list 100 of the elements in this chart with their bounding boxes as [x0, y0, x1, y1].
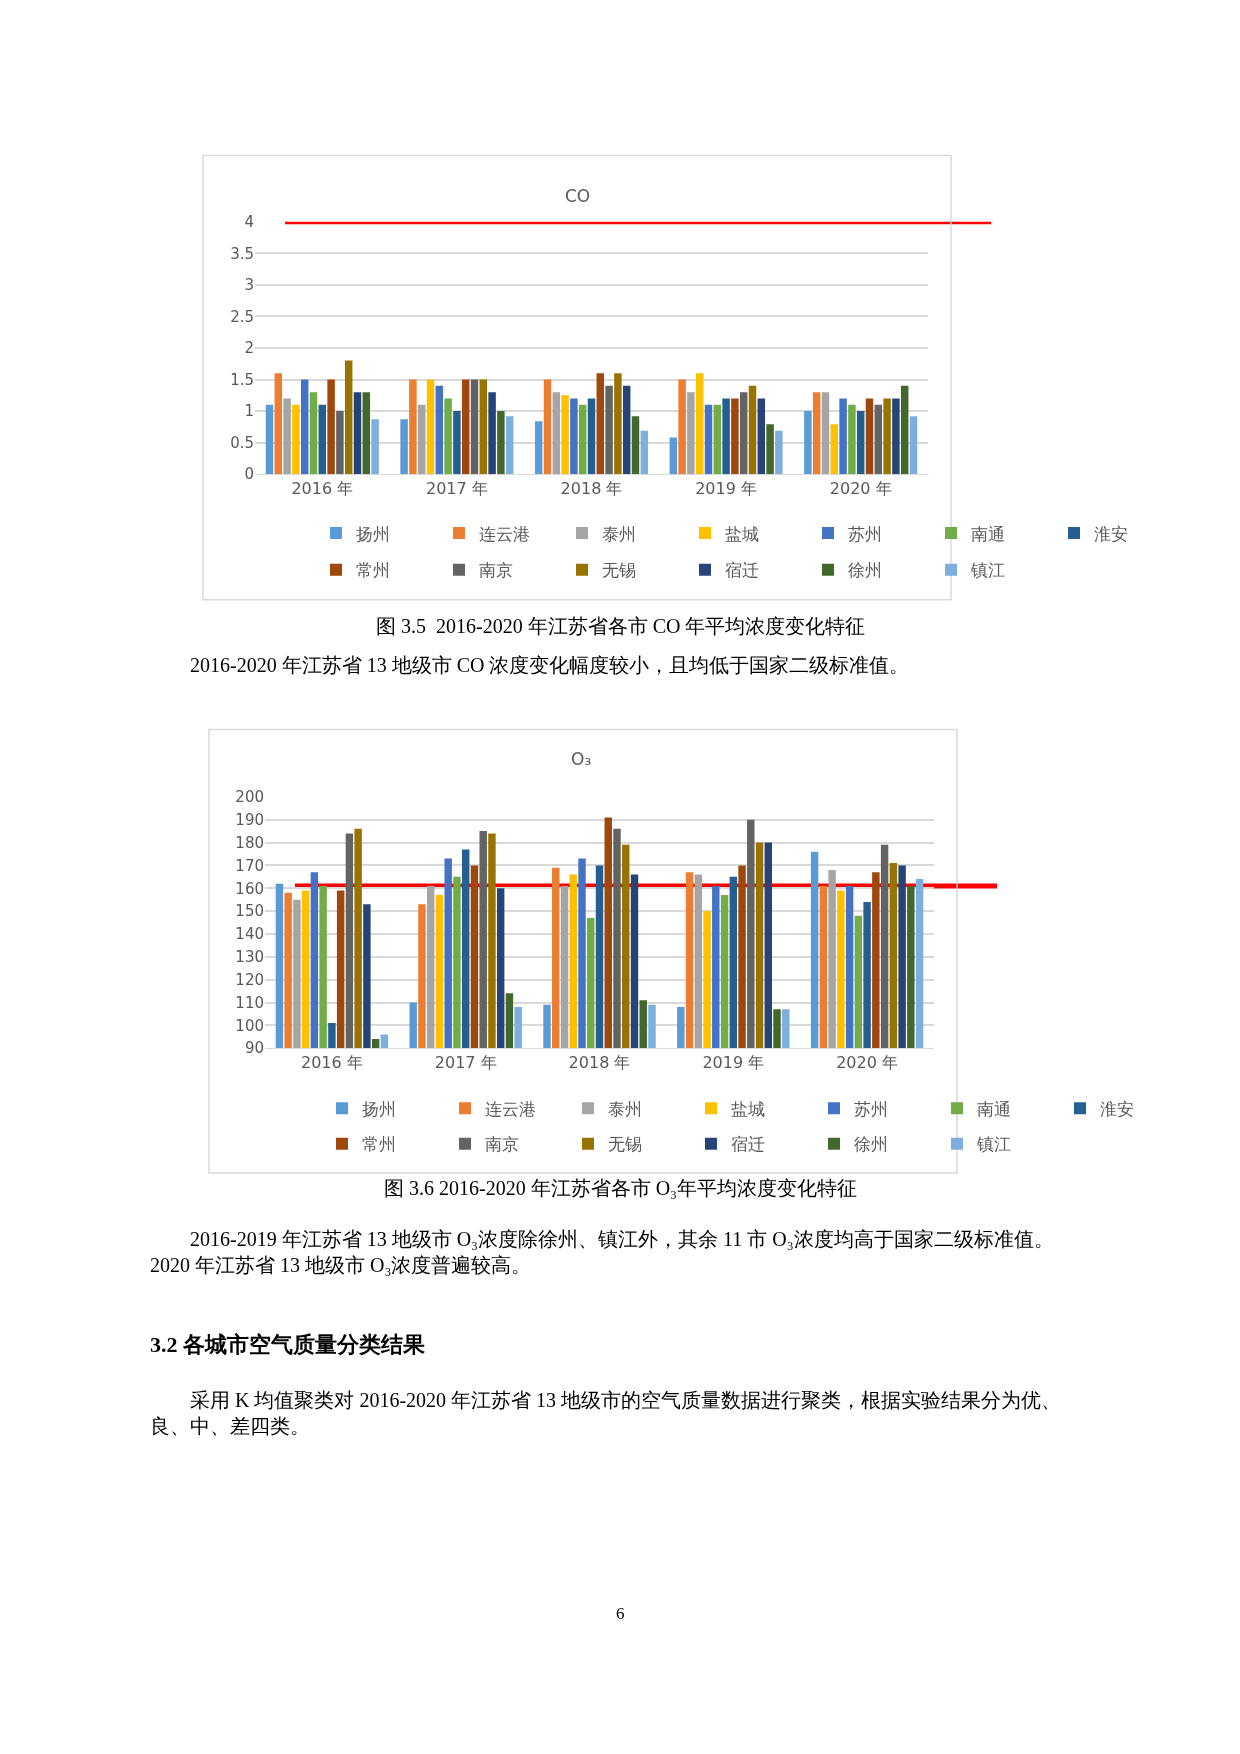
- y-tick-label: 3.5: [230, 244, 254, 263]
- y-tick-label: 100: [235, 1016, 264, 1035]
- legend-label: 徐州: [848, 560, 882, 581]
- y-tick-label: 1: [244, 402, 254, 421]
- bar: [283, 398, 291, 475]
- y-tick-label: 110: [235, 993, 264, 1012]
- bar: [631, 416, 640, 475]
- y-tick-label: 180: [235, 833, 264, 852]
- bar: [669, 437, 678, 475]
- legend-label: 扬州: [362, 1098, 396, 1119]
- legend-label: 无锡: [602, 560, 636, 581]
- bar: [678, 379, 686, 475]
- bar: [722, 398, 730, 475]
- x-tick-label: 2017 年: [425, 479, 488, 499]
- legend-label: 连云港: [485, 1098, 536, 1119]
- bar: [804, 411, 812, 475]
- legend-label: 常州: [356, 560, 390, 581]
- x-tick-label: 2016 年: [300, 1053, 363, 1073]
- bar: [883, 398, 891, 475]
- bar: [371, 419, 379, 475]
- bar: [578, 404, 587, 475]
- bar: [839, 398, 847, 475]
- bar: [757, 398, 766, 475]
- x-tick-label: 2017 年: [434, 1053, 497, 1073]
- bar: [821, 392, 830, 475]
- bar: [318, 404, 327, 475]
- bar: [561, 395, 569, 475]
- bar: [812, 392, 821, 475]
- chart-title: O₃: [571, 749, 592, 769]
- y-tick-label: 200: [235, 788, 264, 807]
- legend-label: 南京: [479, 560, 513, 581]
- x-tick-label: 2019 年: [702, 1053, 765, 1073]
- x-tick-label: 2020 年: [836, 1053, 899, 1073]
- text: 3.2 各城市空气质量分类结果: [150, 1332, 426, 1357]
- bar: [874, 404, 883, 475]
- bar: [488, 392, 496, 475]
- bar: [353, 392, 362, 475]
- text: 采用 K 均值聚类对 2016-2020 年江苏省 13 地级市的空气质量数据进行聚类，根据实验结果分为优、良、中、差四类。: [150, 1389, 1062, 1437]
- bar: [587, 398, 596, 475]
- y-tick-label: 0: [244, 465, 254, 484]
- y-tick-label: 160: [235, 879, 264, 898]
- bar: [596, 373, 605, 475]
- bar: [265, 404, 274, 475]
- legend-label: 淮安: [1094, 523, 1128, 544]
- bar: [453, 411, 461, 475]
- legend-label: 常州: [362, 1134, 396, 1155]
- bar: [534, 421, 543, 475]
- bar: [695, 373, 704, 475]
- bar: [497, 411, 505, 475]
- legend-label: 泰州: [608, 1098, 642, 1119]
- bar: [543, 379, 552, 475]
- y-tick-label: 130: [235, 948, 264, 967]
- y-tick-label: 1.5: [230, 370, 254, 389]
- bar: [435, 385, 444, 475]
- bar: [570, 398, 578, 475]
- legend-label: 镇江: [970, 560, 1005, 581]
- bar: [505, 416, 514, 475]
- bar: [470, 379, 479, 475]
- legend-label: 宿迁: [731, 1134, 765, 1155]
- x-tick-label: 2018 年: [568, 1053, 631, 1073]
- legend-label: 淮安: [1100, 1098, 1134, 1119]
- legend-label: 盐城: [725, 523, 759, 544]
- bar: [300, 379, 309, 475]
- bar: [856, 411, 865, 475]
- text: 2016-2020 年江苏省 13 地级市 CO 浓度变化幅度较小，且均低于国家二级标准值。: [150, 654, 910, 676]
- chart-title: CO: [565, 186, 591, 206]
- y-tick-label: 150: [235, 902, 264, 921]
- legend-label: 泰州: [602, 523, 636, 544]
- legend-label: 扬州: [356, 523, 390, 544]
- x-tick-label: 2020 年: [829, 479, 892, 499]
- bar: [426, 379, 435, 475]
- bar: [479, 379, 488, 475]
- legend-label: 南通: [977, 1098, 1011, 1119]
- y-tick-label: 3: [244, 276, 254, 295]
- bar: [865, 398, 874, 475]
- bar: [409, 379, 417, 475]
- y-tick-label: 90: [244, 1039, 264, 1058]
- legend-label: 盐城: [731, 1098, 765, 1119]
- bar: [292, 404, 300, 475]
- legend-label: 宿迁: [725, 560, 759, 581]
- legend-label: 南通: [971, 523, 1005, 544]
- bar: [892, 398, 900, 475]
- bar: [766, 424, 774, 475]
- text: 2016-2019 年江苏省 13 地级市 O₃浓度除徐州、镇江外，其余 11 市 O₃浓度均高于国家二级标准值。2020 年江苏省 13 地级市 O₃浓度普遍较高。: [150, 1228, 1054, 1276]
- y-tick-label: 4: [244, 213, 254, 232]
- legend-label: 苏州: [854, 1098, 888, 1119]
- bar: [830, 424, 839, 475]
- caption: 图 3.5 2016-2020 年江苏省各市 CO 年平均浓度变化特征: [376, 615, 866, 637]
- bar: [900, 385, 909, 475]
- bar: [739, 392, 748, 475]
- bar: [444, 398, 452, 475]
- bar: [417, 404, 426, 475]
- bar: [327, 379, 335, 475]
- x-tick-label: 2016 年: [291, 479, 354, 499]
- bar: [848, 404, 856, 475]
- bar: [622, 385, 631, 475]
- bar: [909, 416, 918, 475]
- bar: [713, 404, 722, 475]
- legend-label: 镇江: [976, 1134, 1011, 1155]
- bar: [748, 385, 757, 475]
